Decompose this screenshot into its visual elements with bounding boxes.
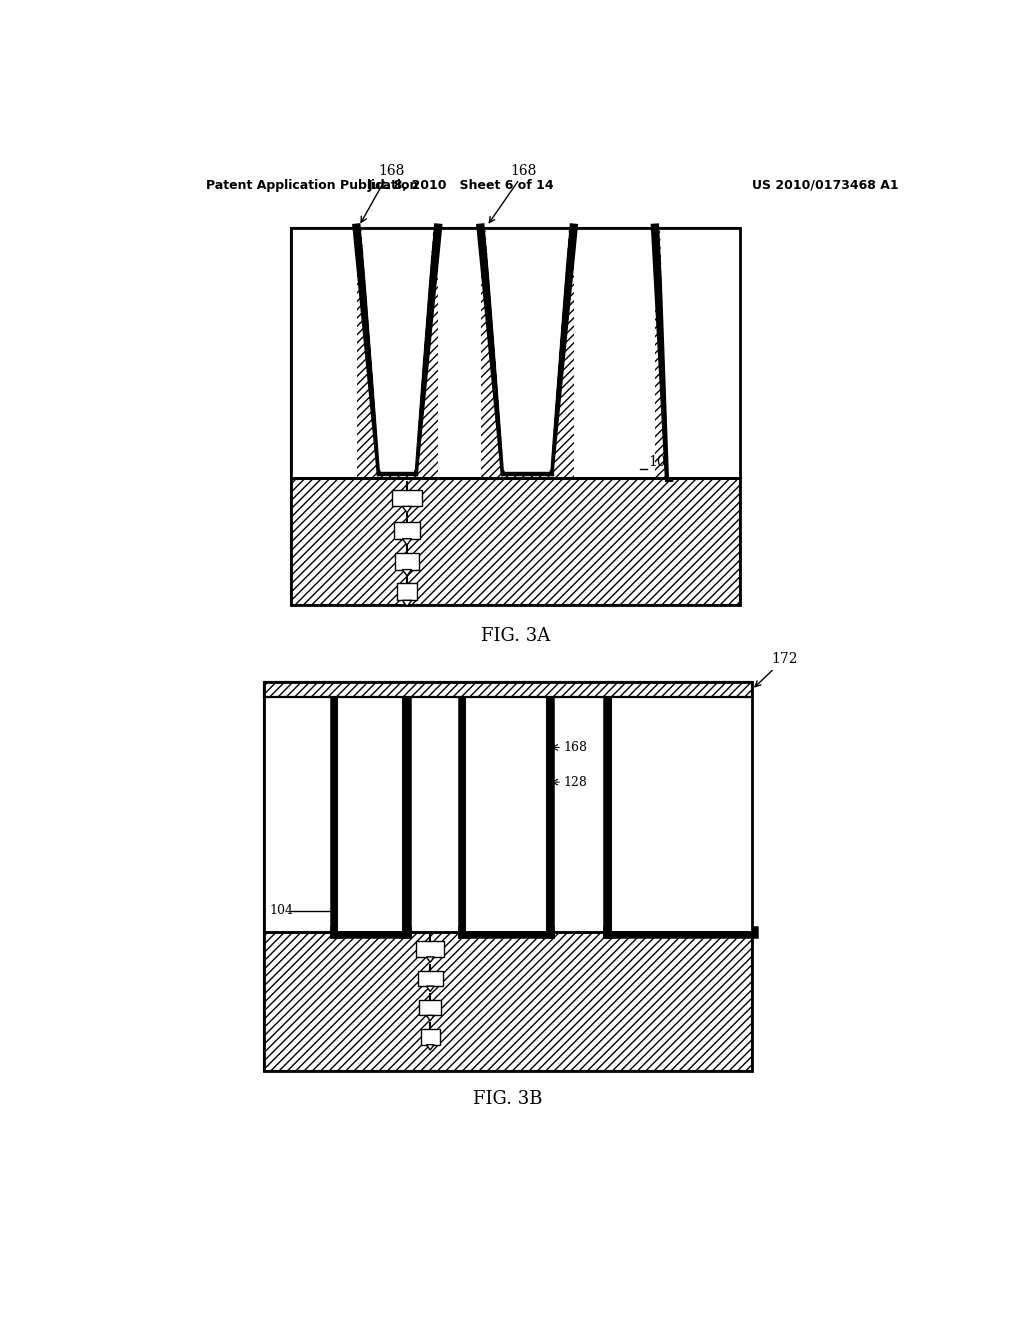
Text: FIG. 3B: FIG. 3B	[473, 1090, 543, 1109]
Bar	[394, 521, 420, 539]
Text: 104: 104	[630, 904, 654, 917]
Bar	[263, 682, 752, 1071]
Bar	[339, 697, 401, 929]
Polygon shape	[426, 957, 434, 962]
Bar	[550, 697, 607, 932]
Polygon shape	[402, 601, 412, 607]
Polygon shape	[659, 227, 740, 478]
Bar	[407, 697, 461, 932]
Text: 168: 168	[510, 164, 537, 178]
Bar	[573, 227, 655, 478]
Text: 128: 128	[563, 776, 588, 788]
Polygon shape	[402, 539, 412, 545]
Bar	[417, 941, 444, 957]
Bar	[418, 970, 442, 986]
Bar	[421, 1030, 439, 1044]
Text: Jul. 8, 2010   Sheet 6 of 14: Jul. 8, 2010 Sheet 6 of 14	[368, 178, 555, 191]
Polygon shape	[402, 570, 412, 576]
Polygon shape	[426, 986, 434, 991]
Bar	[263, 682, 752, 1071]
Bar	[395, 553, 419, 570]
Bar	[263, 697, 334, 932]
Text: 168: 168	[563, 741, 588, 754]
Bar	[611, 697, 752, 932]
Text: 104: 104	[649, 454, 675, 469]
Text: US 2010/0173468 A1: US 2010/0173468 A1	[753, 178, 899, 191]
Bar	[392, 490, 422, 507]
Bar	[467, 697, 545, 929]
Polygon shape	[362, 227, 432, 470]
Bar	[291, 227, 740, 605]
Bar	[291, 227, 740, 605]
Bar	[397, 583, 417, 601]
Bar	[263, 682, 752, 697]
Polygon shape	[426, 1044, 434, 1051]
Bar	[438, 227, 480, 478]
Polygon shape	[402, 507, 412, 512]
Polygon shape	[486, 227, 568, 470]
Polygon shape	[485, 227, 569, 471]
Text: FIG. 3A: FIG. 3A	[481, 627, 550, 644]
Bar	[338, 697, 402, 932]
Text: Patent Application Publication: Patent Application Publication	[206, 178, 418, 191]
Text: 104: 104	[270, 904, 294, 917]
Text: 168: 168	[378, 164, 404, 178]
Bar	[466, 697, 546, 932]
Polygon shape	[426, 1015, 434, 1020]
Polygon shape	[361, 227, 433, 471]
Bar	[420, 1001, 441, 1015]
Bar	[291, 227, 356, 478]
Bar	[613, 697, 752, 931]
Text: 172: 172	[755, 652, 798, 686]
